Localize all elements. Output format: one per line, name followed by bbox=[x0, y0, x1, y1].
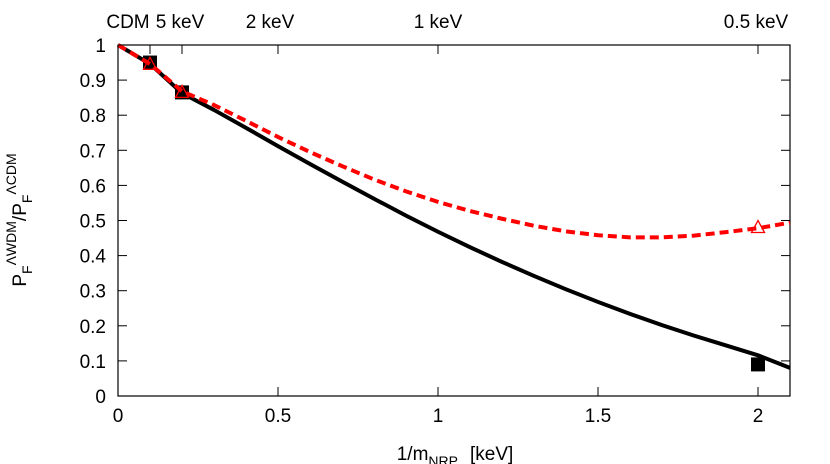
x-axis-label: 1/mNRP [keV] bbox=[397, 444, 514, 464]
plot-frame bbox=[117, 44, 791, 397]
data-point bbox=[751, 357, 765, 372]
series-line-1 bbox=[116, 43, 791, 370]
data-point bbox=[142, 55, 158, 70]
data-point bbox=[750, 219, 766, 234]
labels-layer: 0 0.5 1 1.5 2 CDM 5 keV 2 keV 1 keV 0.5 keV 0 0.1 0.… bbox=[80, 12, 789, 427]
y-tick-label: 0.6 bbox=[80, 176, 106, 197]
top-tick-label: 5 keV bbox=[156, 12, 205, 33]
data-point bbox=[174, 84, 190, 99]
y-tick-label: 0.2 bbox=[80, 317, 106, 338]
top-tick-label: 1 keV bbox=[414, 12, 463, 33]
y-tick-label: 0 bbox=[95, 387, 106, 408]
y-tick-label: 1 bbox=[95, 36, 106, 57]
y-tick-label: 0.8 bbox=[80, 106, 106, 127]
y-tick-label: 0.1 bbox=[80, 352, 106, 373]
series-layer bbox=[116, 43, 791, 372]
y-tick-label: 0.3 bbox=[80, 282, 106, 303]
x-tick-label: 0.5 bbox=[265, 406, 291, 427]
tick-layer bbox=[117, 44, 790, 397]
y-axis-label: PFΛWDM/PFΛCDM bbox=[3, 153, 35, 286]
y-tick-label: 0.9 bbox=[80, 71, 106, 92]
x-tick-label: 0 bbox=[113, 406, 124, 427]
top-tick-label: 0.5 keV bbox=[724, 12, 789, 33]
x-tick-label: 1 bbox=[433, 406, 444, 427]
top-tick-label: CDM bbox=[106, 12, 149, 33]
series-line-2 bbox=[116, 43, 791, 240]
y-tick-label: 0.5 bbox=[80, 212, 106, 233]
x-tick-label: 2 bbox=[753, 406, 764, 427]
y-tick-label: 0.7 bbox=[80, 141, 106, 162]
top-tick-label: 2 keV bbox=[246, 12, 295, 33]
x-tick-label: 1.5 bbox=[585, 406, 611, 427]
axes-frame bbox=[117, 44, 791, 397]
y-tick-label: 0.4 bbox=[80, 247, 107, 268]
